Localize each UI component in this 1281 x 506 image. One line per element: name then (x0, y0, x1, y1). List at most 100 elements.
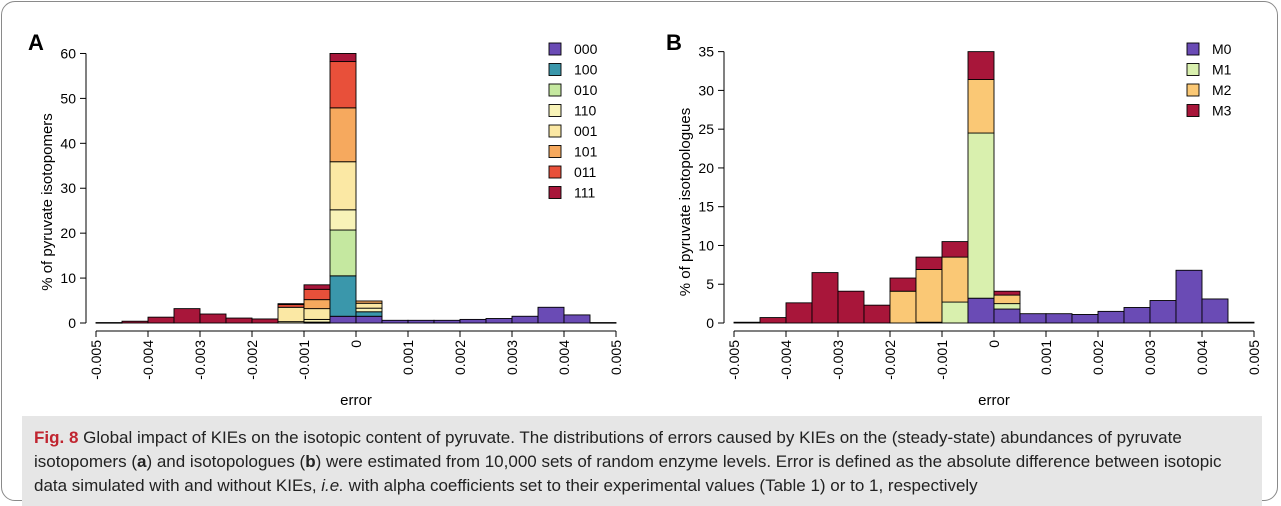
legend-swatch-M3 (1186, 104, 1200, 117)
y-axis: 0 5 10 15 20 25 30 35 (698, 44, 725, 331)
bar-segment-M3 (837, 290, 865, 324)
y-tick-label: 5 (706, 276, 714, 292)
bar-segment-000 (381, 319, 409, 324)
bar-segment-M0 (1097, 310, 1125, 324)
legend-swatch-M0 (1186, 42, 1200, 56)
histogram-panel-b: B % of pyruvate isotopologues 0 5 10 15 20 25… (666, 30, 1262, 409)
bar-segment-001 (303, 308, 331, 320)
y-axis-label: % of pyruvate isotopologues (677, 108, 694, 296)
x-axis: -0.005 -0.004 -0.003 -0.002 -0.001 0 0.001 0.00… (726, 330, 1262, 380)
bar-segment-111 (199, 313, 227, 324)
bar-segment-111 (277, 303, 305, 306)
x-tick-label: 0 (986, 340, 1002, 348)
bar-segment-110 (355, 307, 383, 313)
legend-swatch-100 (548, 63, 562, 76)
y-tick-label: 15 (698, 199, 714, 215)
y-tick-label: 30 (60, 180, 76, 196)
x-tick-label: -0.001 (296, 340, 312, 380)
legend-swatch-110 (548, 104, 562, 117)
y-axis-label: % of pyruvate isotopomers (39, 113, 56, 291)
legend-label-010: 010 (574, 82, 598, 98)
legend-label-100: 100 (574, 62, 598, 78)
bar-segment-M3 (759, 317, 787, 324)
x-tick-label: 0.005 (608, 340, 624, 375)
caption-text: Global impact of KIEs on the isotopic co… (34, 428, 1182, 471)
bar-segment-000 (537, 306, 565, 324)
bar-segment-001 (329, 161, 357, 211)
x-tick-label: 0.004 (1194, 340, 1210, 375)
legend-swatch-M2 (1186, 83, 1200, 97)
legend-label-101: 101 (574, 144, 598, 160)
legend-label-111: 111 (574, 185, 595, 201)
y-tick-label: 10 (60, 270, 76, 286)
bar-segment-100 (329, 275, 357, 317)
bar-segment-000 (563, 314, 591, 324)
y-tick-label: 40 (60, 135, 76, 151)
y-axis: 0 10 20 30 40 50 60 (60, 45, 87, 331)
bar-segment-011 (303, 288, 331, 301)
bar-segment-M0 (1019, 313, 1047, 324)
bar-segment-111 (95, 322, 123, 324)
y-tick-label: 60 (60, 45, 76, 61)
legend-swatch-000 (548, 42, 562, 56)
legend-label-M3: M3 (1212, 103, 1232, 119)
legend-swatch-101 (548, 145, 562, 158)
x-tick-label: -0.003 (192, 340, 208, 380)
legend-label-M0: M0 (1212, 41, 1232, 57)
caption-panel-ref-b: b (305, 452, 316, 471)
caption-text: ) were estimated from 10,000 sets of ran… (34, 452, 1222, 495)
y-tick-label: 35 (698, 44, 714, 60)
bar-segment-M2 (993, 294, 1021, 305)
bar-segment-000 (355, 315, 383, 324)
bar-segment-M0 (1045, 313, 1073, 324)
panel-label: A (28, 30, 44, 55)
x-axis-label: error (978, 392, 1010, 409)
bar-segment-101 (329, 107, 357, 163)
bar-segment-M3 (915, 256, 943, 270)
bar-segment-M2 (967, 79, 995, 134)
histogram-panel-a: A % of pyruvate isotopomers 010203040506… (28, 30, 624, 409)
bar-segment-000 (433, 319, 461, 324)
bar-segment-M3 (993, 290, 1021, 296)
x-tick-label: 0.005 (1246, 340, 1262, 375)
figure-caption: Fig. 8 Global impact of KIEs on the isot… (22, 416, 1262, 506)
caption-text: with alpha coefficients set to their exp… (343, 476, 978, 495)
legend-swatch-111 (548, 186, 562, 199)
bar-segment-111 (329, 53, 357, 63)
bar-segment-111 (121, 320, 149, 324)
x-axis-label: error (340, 392, 372, 409)
bar-segment-M0 (993, 308, 1021, 324)
x-tick-label: -0.002 (882, 340, 898, 380)
bar-segment-M2 (941, 256, 969, 303)
bar-segment-111 (173, 308, 201, 324)
figure-number: Fig. 8 (34, 428, 79, 447)
bar-segment-M3 (811, 272, 839, 324)
x-tick-label: -0.005 (726, 340, 742, 380)
bar-segment-M3 (863, 304, 891, 324)
bar-segment-101 (355, 300, 383, 304)
bar-segment-010 (329, 229, 357, 277)
x-tick-label: 0.002 (1090, 340, 1106, 375)
y-tick-label: 0 (706, 315, 714, 331)
bar-segment-M2 (915, 269, 943, 323)
x-tick-label: -0.001 (934, 340, 950, 380)
bar-segment-M0 (1071, 314, 1099, 324)
bar-segment-M3 (941, 241, 969, 258)
bar-segment-111 (251, 318, 279, 324)
x-tick-label: 0.002 (452, 340, 468, 375)
x-tick-label: 0.001 (400, 340, 416, 375)
bar-segment-M3 (733, 321, 761, 324)
bar-segment-M0 (1149, 300, 1177, 324)
legend-label-M2: M2 (1212, 82, 1232, 98)
bar-segment-001 (355, 302, 383, 309)
bar-segment-M0 (967, 297, 995, 324)
bar-segment-101 (303, 299, 331, 310)
bar-segment-001 (277, 306, 305, 323)
bar-segment-M3 (785, 302, 813, 324)
legend-label-110: 110 (574, 103, 597, 119)
y-tick-label: 50 (60, 90, 76, 106)
caption-text: ) and isotopologues ( (146, 452, 306, 471)
legend-swatch-010 (548, 83, 562, 97)
bar-segment-100 (355, 311, 383, 317)
legend-label-000: 000 (574, 41, 598, 57)
